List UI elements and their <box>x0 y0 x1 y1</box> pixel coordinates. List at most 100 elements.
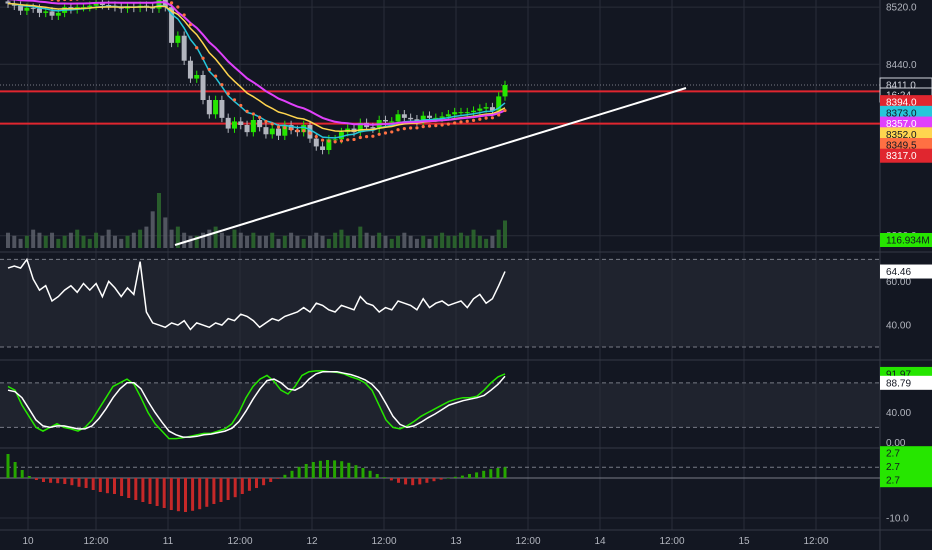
psar-dot <box>176 5 180 9</box>
psar-dot <box>371 134 375 138</box>
volume-bar <box>169 229 174 248</box>
macd-badge[interactable]: 2.7 <box>880 473 932 488</box>
price-badge[interactable]: 8394.0 <box>880 95 932 110</box>
candle <box>332 139 338 141</box>
psar-dot <box>314 135 318 139</box>
candle <box>194 75 200 79</box>
psar-dot <box>201 56 205 60</box>
psar-dot <box>214 74 218 78</box>
psar-dot <box>239 103 243 108</box>
stoch-d-line <box>7 370 506 438</box>
candle <box>225 117 231 129</box>
volume-bar <box>100 235 105 248</box>
volume-badge[interactable]: 116.934M <box>880 233 932 247</box>
macd-bar <box>105 478 109 494</box>
macd-bar <box>269 478 273 482</box>
macd-bar <box>77 478 81 487</box>
macd-pane[interactable] <box>0 454 880 519</box>
price-badge-bg <box>880 127 932 142</box>
price-badge[interactable]: 8352.0 <box>880 127 932 142</box>
psar-dot <box>182 13 186 17</box>
candle <box>489 107 495 111</box>
volume-bar <box>270 232 275 248</box>
volume-bar <box>238 232 243 248</box>
macd-bar <box>191 478 195 511</box>
macd-bar <box>262 478 266 486</box>
macd-bar <box>49 478 53 483</box>
psar-dot <box>295 129 299 133</box>
stoch-band <box>0 382 880 428</box>
candle <box>313 138 319 147</box>
volume-bar <box>427 238 432 248</box>
time-axis[interactable]: 10 12:00 11 12:00 12 12:00 13 12:00 14 12:00 15 12:… <box>22 536 829 547</box>
volume-bar <box>276 238 281 248</box>
volume-bar <box>257 235 262 248</box>
candle <box>389 121 395 123</box>
macd-bar <box>155 478 159 506</box>
volume-bar <box>263 235 268 248</box>
psar-dot <box>358 135 362 140</box>
candle <box>464 112 470 114</box>
price-badge-bg <box>880 95 932 110</box>
rsi-badge[interactable]: 64.46 <box>880 264 932 279</box>
psar-dot <box>289 127 293 131</box>
price-axis-label: 8440.0 <box>886 60 917 71</box>
price-pane[interactable] <box>0 0 880 248</box>
price-badge[interactable]: 8317.0 <box>880 148 932 163</box>
macd-bar <box>255 478 258 488</box>
stoch-pane[interactable] <box>0 370 880 440</box>
psar-dot <box>195 46 199 50</box>
candle <box>382 120 388 122</box>
candle <box>18 5 24 11</box>
rsi-band <box>0 259 880 348</box>
psar-dot <box>320 138 325 142</box>
time-axis-label: 15 <box>738 536 750 547</box>
trendline[interactable] <box>174 87 687 246</box>
macd-bar <box>418 478 422 485</box>
price-badge-text: 8352.0 <box>886 130 917 141</box>
macd-bar <box>226 478 230 500</box>
price-badge[interactable]: 8373.0 <box>880 105 932 120</box>
candle <box>427 115 433 118</box>
rsi-pane[interactable] <box>0 257 880 348</box>
time-axis-label: 12:00 <box>83 536 108 547</box>
volume-bar <box>119 238 124 248</box>
macd-bar <box>233 478 237 498</box>
volume-bar <box>18 238 23 248</box>
price-badge[interactable]: 8349.5 <box>880 138 932 152</box>
volume-bar <box>307 235 312 248</box>
candle <box>357 122 363 133</box>
time-axis-label: 14 <box>594 536 606 547</box>
rsi-line <box>7 257 506 331</box>
time-axis-label: 12:00 <box>659 536 684 547</box>
candle <box>175 35 181 43</box>
price-badge-bg <box>880 116 932 131</box>
volume-bar <box>24 235 29 248</box>
candle <box>301 125 307 133</box>
stoch-d-badge[interactable]: 88.79 <box>880 375 932 390</box>
psar-dot <box>63 0 67 2</box>
price-axis[interactable]: 8520.08440.08200.060.0040.0040.000.000.0… <box>879 3 932 525</box>
candle <box>200 75 206 100</box>
volume-bar <box>446 235 451 248</box>
volume-bar <box>295 235 300 248</box>
price-badge[interactable]: 8357.0 <box>880 116 932 131</box>
macd-bar <box>460 475 464 478</box>
candle <box>206 100 212 115</box>
macd-badge[interactable]: 2.7 <box>880 446 932 461</box>
macd-bar <box>404 478 408 485</box>
macd-badge-bg <box>880 473 932 488</box>
volume-bar <box>125 235 130 248</box>
price-axis-label: 8520.0 <box>886 3 917 14</box>
time-axis-label: 11 <box>163 536 174 547</box>
rsi-badge-bg <box>880 264 932 279</box>
macd-bar <box>91 478 95 490</box>
psar-dot <box>390 130 394 134</box>
volume-bar <box>219 232 224 248</box>
macd-badge[interactable]: 2.7 <box>880 459 932 474</box>
candle <box>24 7 30 11</box>
candle <box>408 117 414 120</box>
macd-bar <box>489 469 493 478</box>
candle <box>49 11 55 16</box>
